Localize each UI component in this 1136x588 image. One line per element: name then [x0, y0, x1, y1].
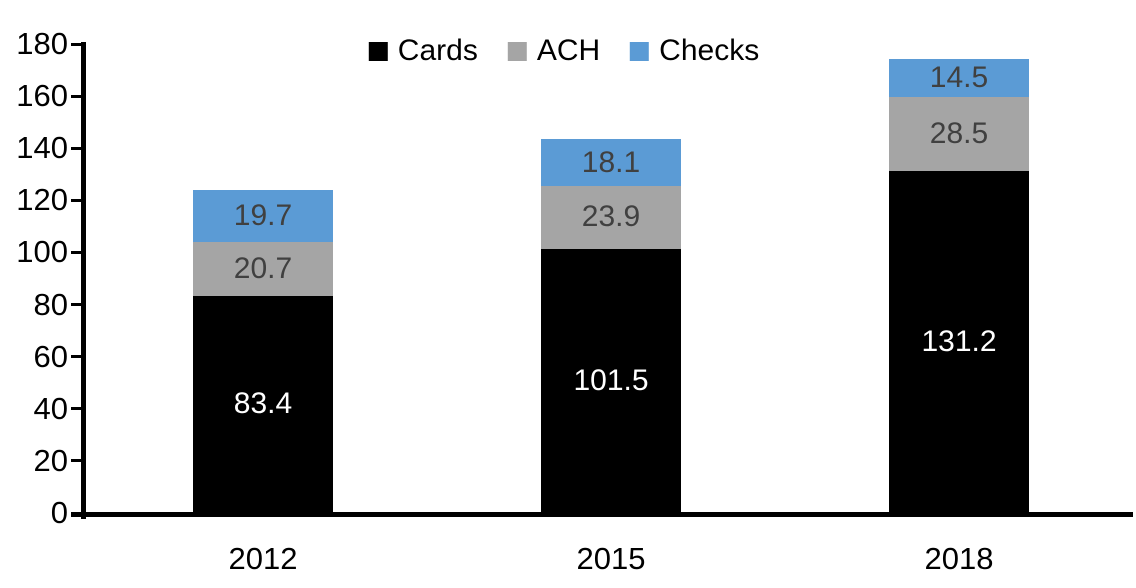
- y-axis-tick: [71, 250, 81, 254]
- legend-item-cards: Cards: [368, 33, 478, 69]
- bar-value-label: 20.7: [233, 251, 293, 285]
- y-axis-line: [81, 42, 86, 519]
- bar-segment-checks-2012: 19.7: [193, 190, 333, 242]
- y-axis-tick: [71, 42, 81, 46]
- legend-label-ach: ACH: [536, 34, 601, 67]
- x-axis-category-label: 2012: [228, 541, 298, 576]
- bar-segment-ach-2018: 28.5: [889, 96, 1029, 172]
- x-axis-category-label: 2018: [924, 541, 994, 576]
- bar-value-label: 19.7: [233, 199, 293, 233]
- y-axis-tick: [71, 146, 81, 150]
- y-axis-tick-label: 140: [16, 130, 68, 166]
- bar-value-label: 101.5: [573, 363, 649, 397]
- y-axis-tick: [71, 198, 81, 202]
- legend-swatch-checks: [630, 41, 650, 61]
- y-axis-tick-label: 100: [16, 234, 68, 270]
- y-axis-tick: [71, 511, 81, 515]
- y-axis-tick-label: 40: [33, 390, 68, 426]
- x-axis-line: [71, 512, 1133, 517]
- legend-label-cards: Cards: [397, 34, 478, 67]
- bar-segment-checks-2018: 14.5: [889, 59, 1029, 97]
- legend-label-checks: Checks: [659, 34, 760, 67]
- legend-swatch-cards: [368, 41, 388, 61]
- bar-value-label: 14.5: [929, 60, 989, 94]
- x-axis-category-label: 2015: [576, 541, 646, 576]
- bar-value-label: 18.1: [581, 145, 641, 179]
- y-axis-tick: [71, 94, 81, 98]
- bar-segment-ach-2015: 23.9: [541, 186, 681, 249]
- y-axis-tick: [71, 459, 81, 463]
- y-axis-tick-label: 0: [50, 495, 68, 530]
- y-axis-tick: [71, 355, 81, 359]
- legend-item-checks: Checks: [630, 33, 759, 69]
- y-axis-tick-label: 20: [33, 442, 68, 478]
- bar-segment-cards-2012: 83.4: [193, 295, 333, 513]
- bar-value-label: 23.9: [581, 200, 641, 234]
- bar-segment-cards-2015: 101.5: [541, 248, 681, 513]
- y-axis-tick: [71, 303, 81, 307]
- bar-value-label: 28.5: [929, 117, 989, 151]
- bar-value-label: 131.2: [921, 325, 997, 359]
- bar-segment-cards-2018: 131.2: [889, 171, 1029, 513]
- chart-legend: Cards ACH Checks: [368, 33, 759, 69]
- bar-segment-ach-2012: 20.7: [193, 241, 333, 296]
- y-axis-tick-label: 120: [16, 182, 68, 218]
- legend-swatch-ach: [507, 41, 527, 61]
- y-axis-tick-label: 60: [33, 338, 68, 374]
- y-axis-tick-label: 80: [33, 286, 68, 322]
- bar-segment-checks-2015: 18.1: [541, 139, 681, 187]
- bar-value-label: 83.4: [233, 387, 293, 421]
- y-axis-tick-label: 160: [16, 78, 68, 114]
- legend-item-ach: ACH: [507, 33, 601, 69]
- y-axis-tick: [71, 407, 81, 411]
- y-axis-tick-label: 180: [16, 26, 68, 61]
